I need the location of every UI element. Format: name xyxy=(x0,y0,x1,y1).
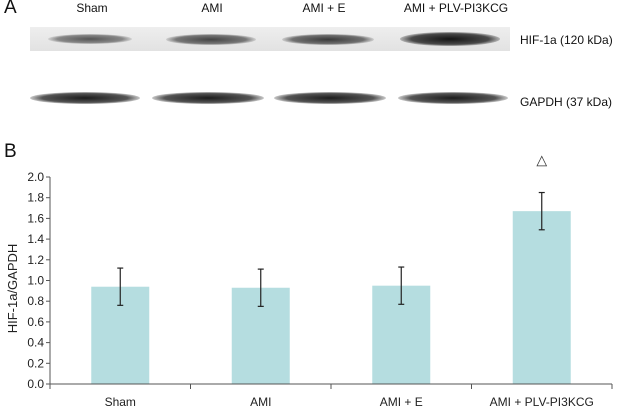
hif-blot-strip xyxy=(30,27,510,51)
hif-band-ami-e xyxy=(282,34,374,45)
hif-band-sham xyxy=(48,34,132,44)
y-tick-label: 1.8 xyxy=(27,191,44,205)
x-tick-label: AMI xyxy=(250,395,271,409)
lane-label-ami: AMI xyxy=(201,1,223,15)
y-tick-label: 0.8 xyxy=(27,294,44,308)
y-tick-label: 1.0 xyxy=(27,274,44,288)
y-tick-label: 0.4 xyxy=(27,336,44,350)
lane-label-ami-plv: AMI + PLV-PI3KCG xyxy=(403,1,509,15)
x-tick-label: AMI + PLV-PI3KCG xyxy=(490,395,594,409)
hif-band-ami-plv xyxy=(400,32,500,46)
y-tick-label: 0.2 xyxy=(27,356,44,370)
y-tick-label: 0.6 xyxy=(27,315,44,329)
lane-label-ami-e: AMI + E xyxy=(302,1,346,15)
y-tick-label: 1.6 xyxy=(27,211,44,225)
y-tick-label: 1.4 xyxy=(27,232,44,246)
gapdh-band-sham xyxy=(30,92,140,104)
hif-blot-label: HIF-1a (120 kDa) xyxy=(520,33,613,47)
gapdh-band-ami-e xyxy=(274,92,386,104)
y-tick-label: 2.0 xyxy=(27,170,44,184)
x-tick-label: Sham xyxy=(105,395,136,409)
gapdh-blot-strip xyxy=(30,86,510,110)
y-axis-label: HIF-1a/GAPDH xyxy=(5,244,20,334)
panel-a-label: A xyxy=(4,0,17,18)
gapdh-band-ami xyxy=(152,92,264,104)
panel-b-label: B xyxy=(4,141,17,162)
y-tick-label: 0.0 xyxy=(27,377,44,391)
lane-label-sham: Sham xyxy=(76,1,108,15)
gapdh-blot-label: GAPDH (37 kDa) xyxy=(520,95,613,109)
hif-band-ami xyxy=(166,34,256,45)
bar xyxy=(512,211,571,384)
x-tick-label: AMI + E xyxy=(380,395,423,409)
annotation-delta-marker: △ xyxy=(536,152,547,168)
y-tick-label: 1.2 xyxy=(27,253,44,267)
gapdh-band-ami-plv xyxy=(398,92,508,104)
